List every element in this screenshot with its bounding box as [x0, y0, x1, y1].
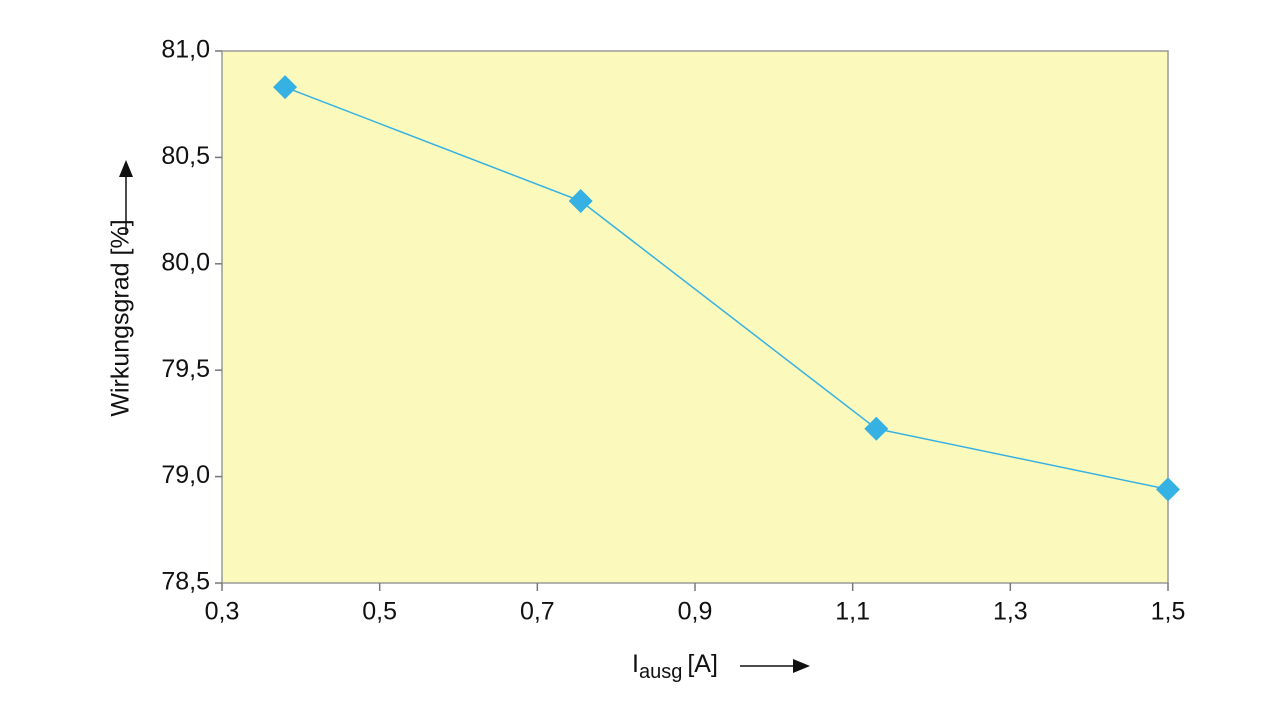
- series-line: [284, 86, 1169, 491]
- data-point: [864, 416, 889, 441]
- x-axis-arrowhead: [793, 659, 810, 673]
- plot-area: [221, 50, 1169, 584]
- x-tick-label: 0,3: [205, 598, 240, 626]
- x-axis-label: Iausg [A]: [632, 650, 718, 684]
- x-axis-label-main: I: [632, 650, 639, 678]
- x-tick-label: 0,5: [362, 598, 397, 626]
- x-axis-label-unit: [A]: [687, 650, 718, 678]
- x-axis-label-subscript: ausg: [639, 661, 682, 683]
- y-tick-label: 79,5: [161, 355, 210, 383]
- y-tick-label: 81,0: [161, 36, 210, 64]
- y-axis-label: Wirkungsgrad [%]: [107, 219, 135, 416]
- y-tick-label: 80,5: [161, 142, 210, 170]
- x-tick-label: 0,7: [520, 598, 555, 626]
- y-axis-arrowhead: [119, 160, 133, 177]
- x-tick-label: 1,3: [993, 598, 1028, 626]
- data-point: [273, 75, 298, 100]
- x-tick-label: 1,5: [1151, 598, 1186, 626]
- y-tick-label: 80,0: [161, 248, 210, 276]
- y-tick-label: 79,0: [161, 461, 210, 489]
- data-point: [1156, 477, 1180, 502]
- data-point: [568, 189, 593, 214]
- x-tick-label: 1,1: [835, 598, 870, 626]
- x-tick-label: 0,9: [678, 598, 713, 626]
- y-tick-label: 78,5: [161, 568, 210, 596]
